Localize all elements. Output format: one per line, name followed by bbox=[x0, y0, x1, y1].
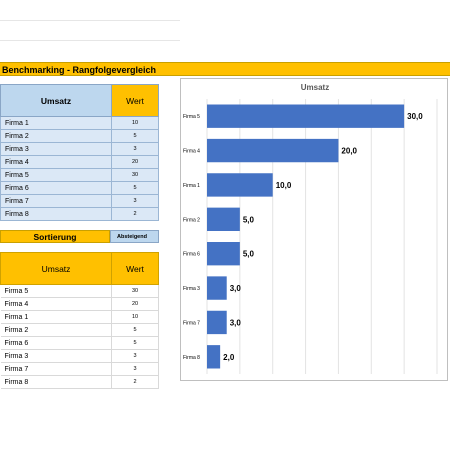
chart-bar[interactable] bbox=[207, 310, 227, 335]
data-label: 20,0 bbox=[341, 147, 357, 156]
data-label: 2,0 bbox=[223, 353, 235, 362]
company-cell[interactable]: Firma 4 bbox=[0, 297, 112, 311]
data-label: 3,0 bbox=[230, 318, 242, 327]
table-row: Firma 5 30 bbox=[0, 284, 159, 298]
grid-line bbox=[0, 20, 180, 21]
value-cell[interactable]: 10 bbox=[111, 310, 159, 324]
value-cell[interactable]: 10 bbox=[111, 116, 159, 130]
company-cell[interactable]: Firma 1 bbox=[0, 310, 112, 324]
value-cell[interactable]: 2 bbox=[111, 207, 159, 221]
grid-line bbox=[0, 40, 180, 41]
company-cell[interactable]: Firma 3 bbox=[0, 142, 112, 156]
company-cell[interactable]: Firma 6 bbox=[0, 336, 112, 350]
data-label: 5,0 bbox=[243, 215, 255, 224]
company-cell[interactable]: Firma 2 bbox=[0, 129, 112, 143]
value-cell[interactable]: 3 bbox=[111, 194, 159, 208]
sheet-title[interactable]: Benchmarking - Rangfolgevergleich bbox=[0, 62, 450, 76]
data-label: 30,0 bbox=[407, 112, 423, 121]
category-label: Firma 5 bbox=[183, 114, 200, 120]
table-row: Firma 5 30 bbox=[0, 168, 159, 182]
company-cell[interactable]: Firma 5 bbox=[0, 168, 112, 182]
chart-plot: Firma 5 30,0 Firma 4 20,0 Firma 1 10,0 Firma 2… bbox=[183, 99, 438, 374]
value-cell[interactable]: 2 bbox=[111, 375, 159, 389]
sort-control: Sortierung Absteigend bbox=[0, 230, 159, 243]
category-label: Firma 3 bbox=[183, 286, 200, 292]
company-cell[interactable]: Firma 1 bbox=[0, 116, 112, 130]
value-cell[interactable]: 5 bbox=[111, 129, 159, 143]
sort-label: Sortierung bbox=[0, 230, 110, 243]
source-table: Umsatz Wert Firma 1 10 Firma 2 5 Firma 3 3 Fir… bbox=[0, 84, 159, 221]
header-wert-sorted[interactable]: Wert bbox=[111, 252, 159, 285]
table-row: Firma 4 20 bbox=[0, 297, 159, 311]
sorted-table: Umsatz Wert Firma 5 30 Firma 4 20 Firma 1 10 F… bbox=[0, 252, 159, 389]
value-cell[interactable]: 5 bbox=[111, 181, 159, 195]
company-cell[interactable]: Firma 7 bbox=[0, 194, 112, 208]
table-row: Firma 4 20 bbox=[0, 155, 159, 169]
value-cell[interactable]: 5 bbox=[111, 323, 159, 337]
header-umsatz-sorted[interactable]: Umsatz bbox=[0, 252, 112, 285]
company-cell[interactable]: Firma 6 bbox=[0, 181, 112, 195]
sort-dropdown[interactable]: Absteigend bbox=[110, 230, 159, 243]
value-cell[interactable]: 3 bbox=[111, 349, 159, 363]
chart-bar[interactable] bbox=[207, 242, 240, 266]
header-umsatz[interactable]: Umsatz bbox=[0, 84, 112, 117]
chart-bar[interactable] bbox=[207, 138, 339, 163]
table-row: Firma 1 10 bbox=[0, 310, 159, 324]
category-label: Firma 1 bbox=[183, 183, 200, 189]
category-label: Firma 6 bbox=[183, 252, 200, 258]
value-cell[interactable]: 5 bbox=[111, 336, 159, 350]
value-cell[interactable]: 20 bbox=[111, 297, 159, 311]
chart-bar[interactable] bbox=[207, 104, 405, 128]
data-label: 3,0 bbox=[230, 284, 242, 293]
category-label: Firma 8 bbox=[183, 355, 200, 361]
value-cell[interactable]: 20 bbox=[111, 155, 159, 169]
chart-bar[interactable] bbox=[207, 345, 221, 369]
company-cell[interactable]: Firma 8 bbox=[0, 207, 112, 221]
value-cell[interactable]: 30 bbox=[111, 168, 159, 182]
data-label: 10,0 bbox=[276, 181, 292, 190]
value-cell[interactable]: 30 bbox=[111, 284, 159, 298]
chart-bar[interactable] bbox=[207, 207, 240, 231]
table-row: Firma 1 10 bbox=[0, 116, 159, 130]
category-label: Firma 7 bbox=[183, 320, 200, 326]
category-label: Firma 2 bbox=[183, 217, 200, 223]
value-cell[interactable]: 3 bbox=[111, 362, 159, 376]
bar-chart[interactable]: Umsatz Firma 5 30,0 Firma 4 20,0 Firma 1 10,0… bbox=[180, 78, 448, 381]
header-wert[interactable]: Wert bbox=[111, 84, 159, 117]
chart-bar[interactable] bbox=[207, 173, 273, 197]
chart-bar[interactable] bbox=[207, 276, 227, 300]
category-label: Firma 4 bbox=[183, 149, 200, 155]
company-cell[interactable]: Firma 7 bbox=[0, 362, 112, 376]
company-cell[interactable]: Firma 2 bbox=[0, 323, 112, 337]
company-cell[interactable]: Firma 4 bbox=[0, 155, 112, 169]
value-cell[interactable]: 3 bbox=[111, 142, 159, 156]
company-cell[interactable]: Firma 3 bbox=[0, 349, 112, 363]
data-label: 5,0 bbox=[243, 250, 255, 259]
chart-title: Umsatz bbox=[300, 83, 330, 92]
company-cell[interactable]: Firma 8 bbox=[0, 375, 112, 389]
company-cell[interactable]: Firma 5 bbox=[0, 284, 112, 298]
sort-value: Absteigend bbox=[117, 234, 147, 240]
